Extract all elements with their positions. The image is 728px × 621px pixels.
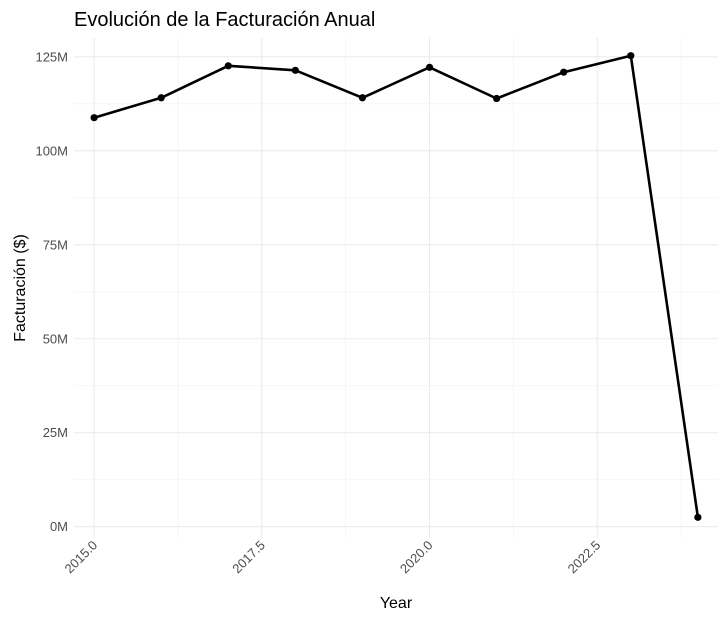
series-group — [90, 52, 702, 521]
y-tick-label: 75M — [43, 237, 68, 252]
x-tick-label: 2022.5 — [565, 538, 604, 577]
series-line — [93, 54, 700, 518]
x-axis-tick-labels: 2015.0 2017.5 2020.0 2022.5 — [62, 538, 604, 577]
grid — [74, 38, 718, 538]
data-point — [90, 114, 98, 122]
y-tick-label: 50M — [43, 331, 68, 346]
data-point — [627, 52, 635, 60]
y-axis-title: Facturación ($) — [12, 234, 29, 342]
x-tick-label: 2017.5 — [229, 538, 268, 577]
data-point — [560, 68, 568, 76]
y-axis-tick-labels: 0M 25M 50M 75M 100M 125M — [35, 49, 68, 534]
data-point — [291, 66, 299, 74]
data-point — [493, 94, 501, 103]
data-point — [224, 62, 232, 70]
data-point — [425, 63, 434, 71]
y-tick-label: 125M — [35, 49, 68, 64]
y-tick-label: 0M — [50, 519, 68, 534]
chart-title: Evolución de la Facturación Anual — [74, 9, 375, 31]
x-tick-label: 2015.0 — [62, 538, 101, 577]
y-tick-label: 25M — [43, 425, 68, 440]
data-point — [358, 94, 367, 102]
x-axis-title: Year — [380, 595, 413, 612]
data-point — [694, 513, 702, 521]
data-point — [157, 94, 165, 102]
y-tick-label: 100M — [35, 143, 68, 158]
x-tick-label: 2020.0 — [397, 538, 436, 577]
